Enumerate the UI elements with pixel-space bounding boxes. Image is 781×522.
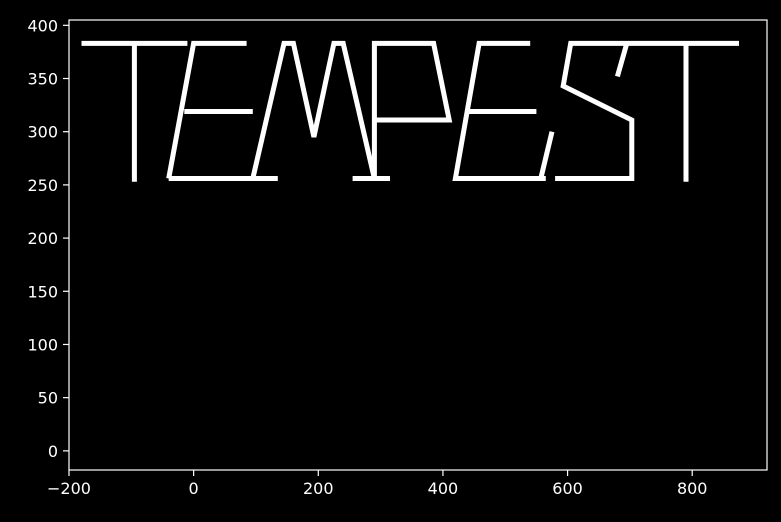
series-line-8 — [452, 40, 546, 181]
y-axis: 0 50 100 150 200 250 300 350 400 — [27, 16, 69, 461]
glyph-lines — [81, 40, 739, 182]
series-line-10 — [555, 40, 739, 181]
x-axis: −200 0 200 400 600 800 — [47, 470, 707, 498]
x-tick-label: 400 — [428, 479, 459, 498]
x-tick-label: 800 — [677, 479, 708, 498]
series-line-3 — [166, 40, 247, 179]
axes-frame — [68, 19, 768, 471]
y-tick-label: 200 — [27, 229, 58, 248]
y-tick-label: 250 — [27, 176, 58, 195]
y-tick-label: 300 — [27, 123, 58, 142]
y-tick-label: 400 — [27, 16, 58, 35]
y-tick-label: 100 — [27, 335, 58, 354]
y-tick-label: 50 — [38, 389, 58, 408]
series-line-11 — [538, 131, 555, 180]
x-tick-label: 600 — [552, 479, 583, 498]
y-tick-label: 150 — [27, 282, 58, 301]
series-line-12 — [614, 42, 630, 78]
x-tick-label: 0 — [189, 479, 199, 498]
x-tick-label: 200 — [303, 479, 334, 498]
y-tick-label: 350 — [27, 70, 58, 89]
series-line-5 — [250, 40, 377, 180]
series-line-7 — [371, 40, 453, 179]
x-tick-label: −200 — [47, 479, 91, 498]
y-tick-label: 0 — [48, 442, 58, 461]
plot-area — [69, 20, 767, 470]
